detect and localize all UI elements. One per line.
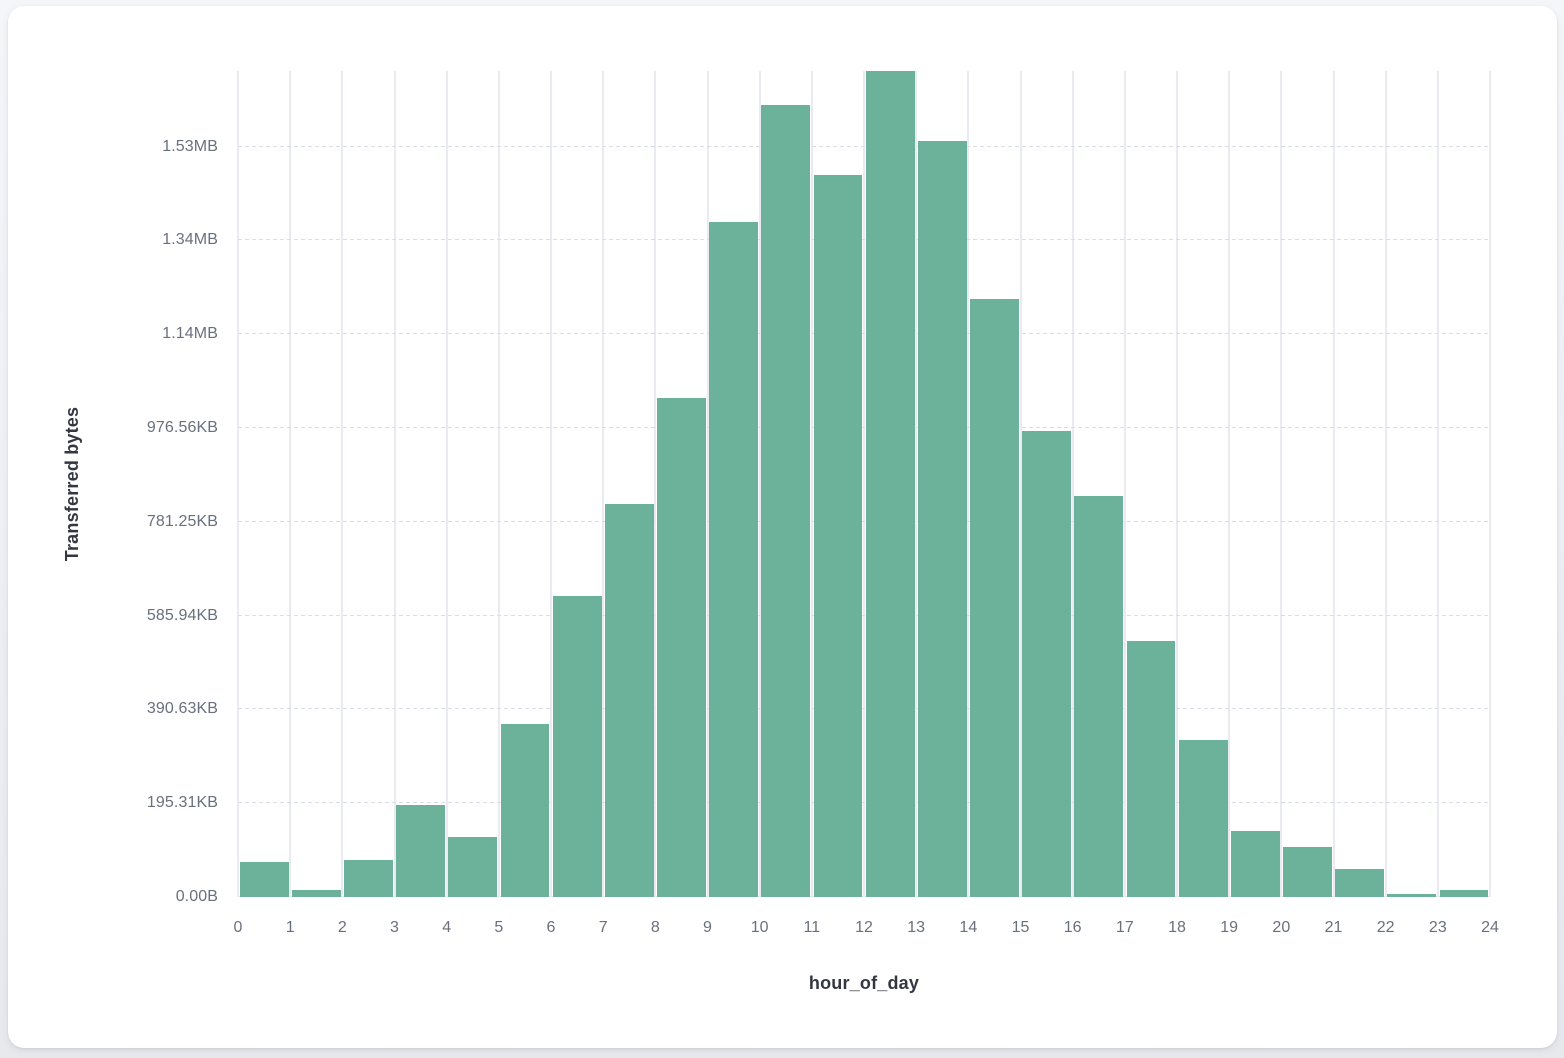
histogram-bar[interactable]	[1126, 640, 1176, 897]
v-gridline	[1489, 71, 1491, 897]
histogram-bar[interactable]	[291, 889, 341, 897]
x-tick-label: 7	[598, 919, 608, 936]
v-gridline	[654, 71, 657, 897]
histogram-bar[interactable]	[1387, 894, 1437, 897]
histogram-bar[interactable]	[657, 397, 706, 897]
h-gridline	[238, 708, 1490, 710]
v-gridline	[1019, 71, 1022, 897]
x-tick-label: 6	[546, 919, 556, 936]
x-tick-label: 23	[1428, 919, 1447, 936]
h-gridline	[238, 145, 1490, 147]
x-tick-label: 20	[1272, 919, 1291, 936]
histogram-bar[interactable]	[865, 71, 915, 897]
v-gridline	[289, 71, 292, 897]
x-tick-label: 19	[1220, 919, 1239, 936]
x-tick-label: 21	[1324, 919, 1343, 936]
x-tick-label: 13	[907, 919, 926, 936]
v-gridline	[863, 71, 865, 897]
y-tick-label: 976.56KB	[146, 418, 218, 436]
x-tick-label: 18	[1168, 919, 1186, 936]
x-tick-label: 4	[442, 919, 452, 936]
histogram-bar[interactable]	[917, 141, 967, 897]
x-tick-label: 11	[803, 919, 821, 936]
histogram-bar[interactable]	[552, 596, 602, 897]
x-axis-title: hour_of_day	[808, 973, 920, 993]
h-gridline	[238, 614, 1490, 616]
v-gridline	[706, 71, 709, 897]
v-gridline	[1436, 71, 1439, 897]
h-gridline	[238, 520, 1490, 522]
x-tick-label: 1	[285, 919, 295, 936]
v-gridline	[393, 71, 396, 897]
histogram-bar[interactable]	[709, 221, 759, 897]
histogram-bar[interactable]	[500, 724, 550, 897]
x-tick-label: 14	[959, 919, 978, 936]
histogram-plot	[237, 71, 1491, 897]
y-tick-label: 781.25KB	[146, 512, 218, 530]
h-gridline	[238, 239, 1490, 241]
x-tick-label: 9	[703, 919, 712, 936]
v-gridline	[1280, 71, 1283, 897]
y-tick-label: 1.14MB	[162, 325, 218, 343]
x-axis-baseline	[238, 896, 1490, 897]
y-tick-label: 195.31KB	[146, 794, 218, 812]
v-gridline	[1332, 71, 1335, 897]
histogram-bar[interactable]	[1178, 740, 1228, 897]
v-gridline	[341, 71, 344, 897]
h-gridline	[238, 802, 1490, 804]
x-tick-label: 5	[494, 919, 504, 936]
x-tick-label: 24	[1481, 919, 1499, 936]
v-gridline	[602, 71, 605, 897]
histogram-bar[interactable]	[1335, 869, 1385, 897]
histogram-bar[interactable]	[1074, 495, 1124, 897]
x-tick-label: 3	[390, 919, 399, 936]
v-gridline	[915, 71, 918, 897]
x-tick-label: 15	[1011, 919, 1030, 936]
y-tick-label: 390.63KB	[146, 700, 218, 718]
y-tick-label: 585.94KB	[146, 606, 218, 624]
v-gridline	[1384, 71, 1387, 897]
histogram-bar[interactable]	[239, 861, 289, 897]
x-tick-label: 16	[1063, 919, 1082, 936]
y-tick-label: 1.53MB	[162, 137, 218, 155]
v-gridline	[1176, 71, 1178, 897]
histogram-bar[interactable]	[448, 837, 498, 897]
x-tick-label: 12	[855, 919, 873, 936]
x-tick-label: 8	[650, 919, 660, 936]
v-gridline	[445, 71, 448, 897]
histogram-bar[interactable]	[344, 860, 393, 897]
histogram-bar[interactable]	[970, 298, 1019, 897]
h-gridline	[238, 333, 1490, 335]
h-gridline	[238, 426, 1490, 428]
histogram-bar[interactable]	[396, 804, 446, 897]
v-gridline	[967, 71, 970, 897]
v-gridline	[810, 71, 813, 897]
y-tick-label: 1.34MB	[162, 231, 218, 249]
x-tick-label: 2	[337, 919, 347, 936]
v-gridline	[1228, 71, 1231, 897]
histogram-bar[interactable]	[761, 105, 811, 897]
histogram-bar[interactable]	[604, 503, 654, 897]
v-gridline	[758, 71, 761, 897]
y-axis-title: Transferred bytes	[62, 406, 82, 562]
v-gridline	[237, 71, 239, 897]
y-tick-label: 0.00B	[175, 888, 218, 905]
v-gridline	[1123, 71, 1126, 897]
histogram-bar[interactable]	[1230, 831, 1280, 897]
histogram-bar[interactable]	[1022, 430, 1072, 897]
x-tick-label: 10	[750, 919, 769, 936]
v-gridline	[1071, 71, 1074, 897]
x-tick-label: 17	[1115, 919, 1134, 936]
v-gridline	[497, 71, 500, 897]
histogram-bar[interactable]	[1439, 890, 1489, 897]
histogram-bar[interactable]	[813, 174, 863, 897]
x-tick-label: 22	[1376, 919, 1395, 936]
x-tick-label: 0	[233, 919, 243, 936]
v-gridline	[550, 71, 552, 897]
histogram-bar[interactable]	[1283, 847, 1332, 897]
